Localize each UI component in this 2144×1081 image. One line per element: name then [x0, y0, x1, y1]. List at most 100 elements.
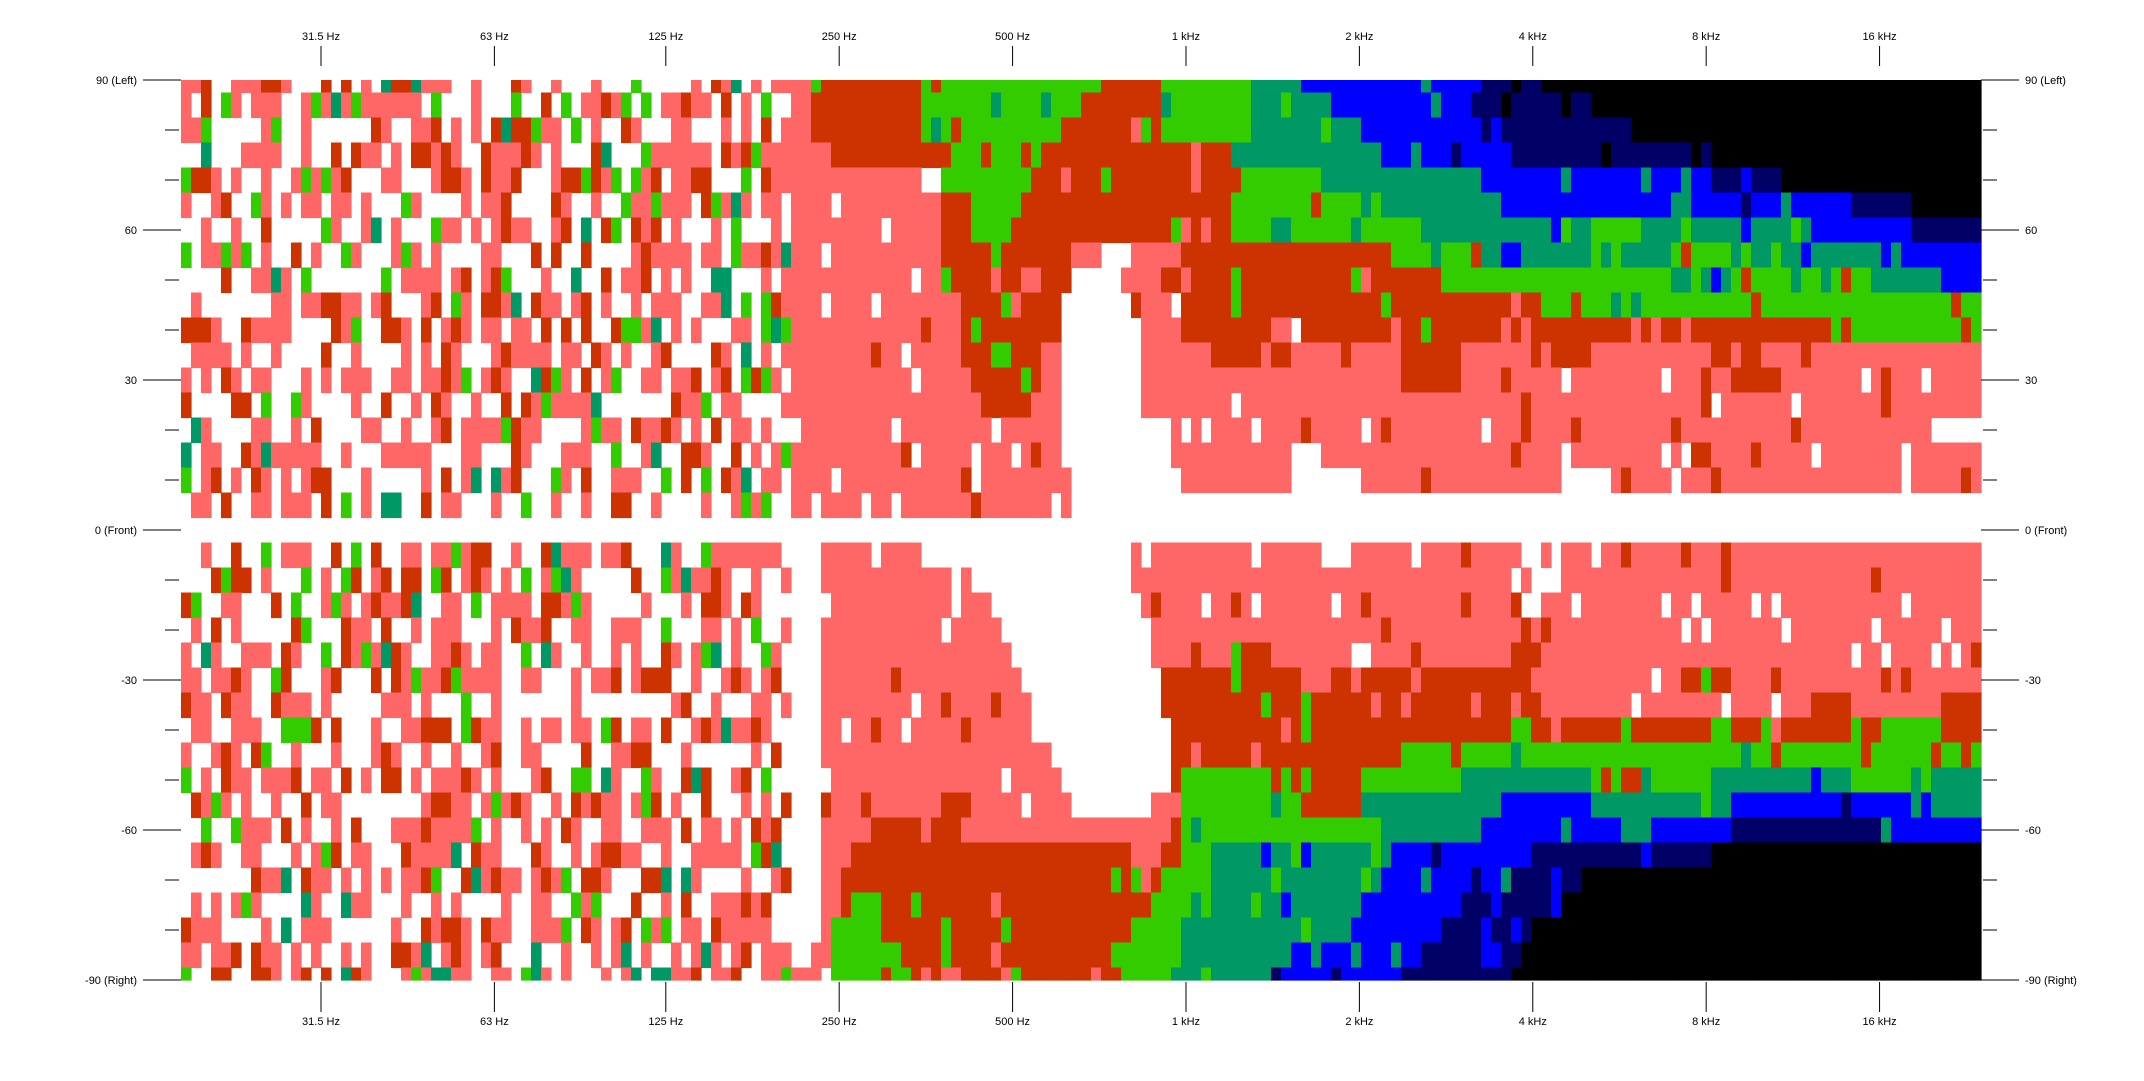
heatmap-cell	[1271, 442, 1282, 469]
heatmap-cell	[481, 742, 492, 769]
heatmap-cell	[1591, 367, 1602, 394]
heatmap-cell	[1871, 692, 1882, 719]
heatmap-cell	[1461, 642, 1472, 669]
heatmap-cell	[1721, 842, 1732, 869]
heatmap-cell	[1491, 342, 1502, 369]
heatmap-cell	[951, 192, 962, 219]
heatmap-cell	[1451, 867, 1462, 894]
heatmap-cell	[921, 767, 932, 794]
heatmap-cell	[1241, 767, 1252, 794]
heatmap-cell	[511, 792, 522, 819]
heatmap-cell	[1341, 892, 1352, 919]
heatmap-cell	[1231, 967, 1242, 981]
heatmap-cell	[1901, 542, 1912, 569]
heatmap-cell	[1831, 167, 1842, 194]
heatmap-cell	[471, 867, 482, 894]
heatmap-cell	[1681, 792, 1692, 819]
heatmap-cell	[1481, 467, 1492, 494]
heatmap-cell	[831, 967, 842, 981]
heatmap-cell	[471, 817, 482, 844]
heatmap-cell	[571, 792, 582, 819]
heatmap-cell	[631, 292, 642, 319]
heatmap-cell	[881, 192, 892, 219]
heatmap-cell	[1601, 142, 1612, 169]
heatmap-cell	[581, 317, 592, 344]
heatmap-cell	[221, 242, 232, 269]
heatmap-cell	[1691, 292, 1702, 319]
heatmap-cell	[1421, 292, 1432, 319]
heatmap-cell	[201, 642, 212, 669]
heatmap-cell	[1601, 442, 1612, 469]
heatmap-cell	[431, 767, 442, 794]
heatmap-cell	[1541, 317, 1552, 344]
heatmap-cell	[1061, 892, 1072, 919]
heatmap-cell	[1511, 692, 1522, 719]
heatmap-cell	[971, 492, 982, 519]
heatmap-cell	[1071, 942, 1082, 969]
heatmap-cell	[1501, 692, 1512, 719]
heatmap-cell	[1801, 217, 1812, 244]
heatmap-cell	[1001, 692, 1012, 719]
heatmap-cell	[1511, 942, 1522, 969]
heatmap-cell	[731, 417, 742, 444]
heatmap-cell	[1291, 592, 1302, 619]
heatmap-cell	[1031, 742, 1042, 769]
heatmap-cell	[1871, 542, 1882, 569]
heatmap-cell	[881, 167, 892, 194]
heatmap-cell	[1811, 542, 1822, 569]
heatmap-cell	[331, 542, 342, 569]
heatmap-cell	[961, 617, 972, 644]
heatmap-cell	[741, 292, 752, 319]
heatmap-cell	[1741, 767, 1752, 794]
heatmap-cell	[471, 717, 482, 744]
heatmap-cell	[1441, 617, 1452, 644]
heatmap-cell	[1971, 367, 1982, 394]
heatmap-cell	[1071, 892, 1082, 919]
heatmap-cell	[471, 592, 482, 619]
heatmap-cell	[1271, 317, 1282, 344]
heatmap-cell	[1971, 817, 1982, 844]
heatmap-cell	[1901, 92, 1912, 119]
heatmap-cell	[1651, 767, 1662, 794]
heatmap-cell	[941, 167, 952, 194]
heatmap-cell	[891, 767, 902, 794]
heatmap-cell	[1241, 92, 1252, 119]
heatmap-cell	[1821, 617, 1832, 644]
heatmap-cell	[1801, 117, 1812, 144]
heatmap-cell	[791, 367, 802, 394]
heatmap-cell	[1501, 642, 1512, 669]
heatmap-cell	[1261, 80, 1272, 94]
heatmap-cell	[1141, 267, 1152, 294]
heatmap-cell	[1401, 392, 1412, 419]
heatmap-cell	[681, 192, 692, 219]
heatmap-cell	[1001, 492, 1012, 519]
heatmap-cell	[1441, 417, 1452, 444]
heatmap-cell	[1481, 142, 1492, 169]
heatmap-cell	[1411, 667, 1422, 694]
heatmap-cell	[1501, 592, 1512, 619]
heatmap-cell	[1291, 892, 1302, 919]
heatmap-cell	[381, 567, 392, 594]
heatmap-cell	[1931, 367, 1942, 394]
heatmap-cell	[1721, 917, 1732, 944]
heatmap-cell	[601, 967, 612, 981]
heatmap-cell	[981, 217, 992, 244]
heatmap-cell	[431, 842, 442, 869]
heatmap-cell	[1241, 667, 1252, 694]
heatmap-cell	[321, 167, 332, 194]
heatmap-cell	[191, 717, 202, 744]
heatmap-cell	[1491, 842, 1502, 869]
heatmap-cell	[761, 142, 772, 169]
heatmap-cell	[1701, 267, 1712, 294]
heatmap-cell	[1741, 442, 1752, 469]
heatmap-cell	[881, 267, 892, 294]
heatmap-cell	[1291, 80, 1302, 94]
heatmap-cell	[1701, 867, 1712, 894]
heatmap-cell	[1211, 767, 1222, 794]
heatmap-cell	[1481, 117, 1492, 144]
heatmap-cell	[981, 292, 992, 319]
heatmap-cell	[1381, 167, 1392, 194]
heatmap-cell	[911, 817, 922, 844]
heatmap-cell	[791, 442, 802, 469]
heatmap-cell	[341, 192, 352, 219]
